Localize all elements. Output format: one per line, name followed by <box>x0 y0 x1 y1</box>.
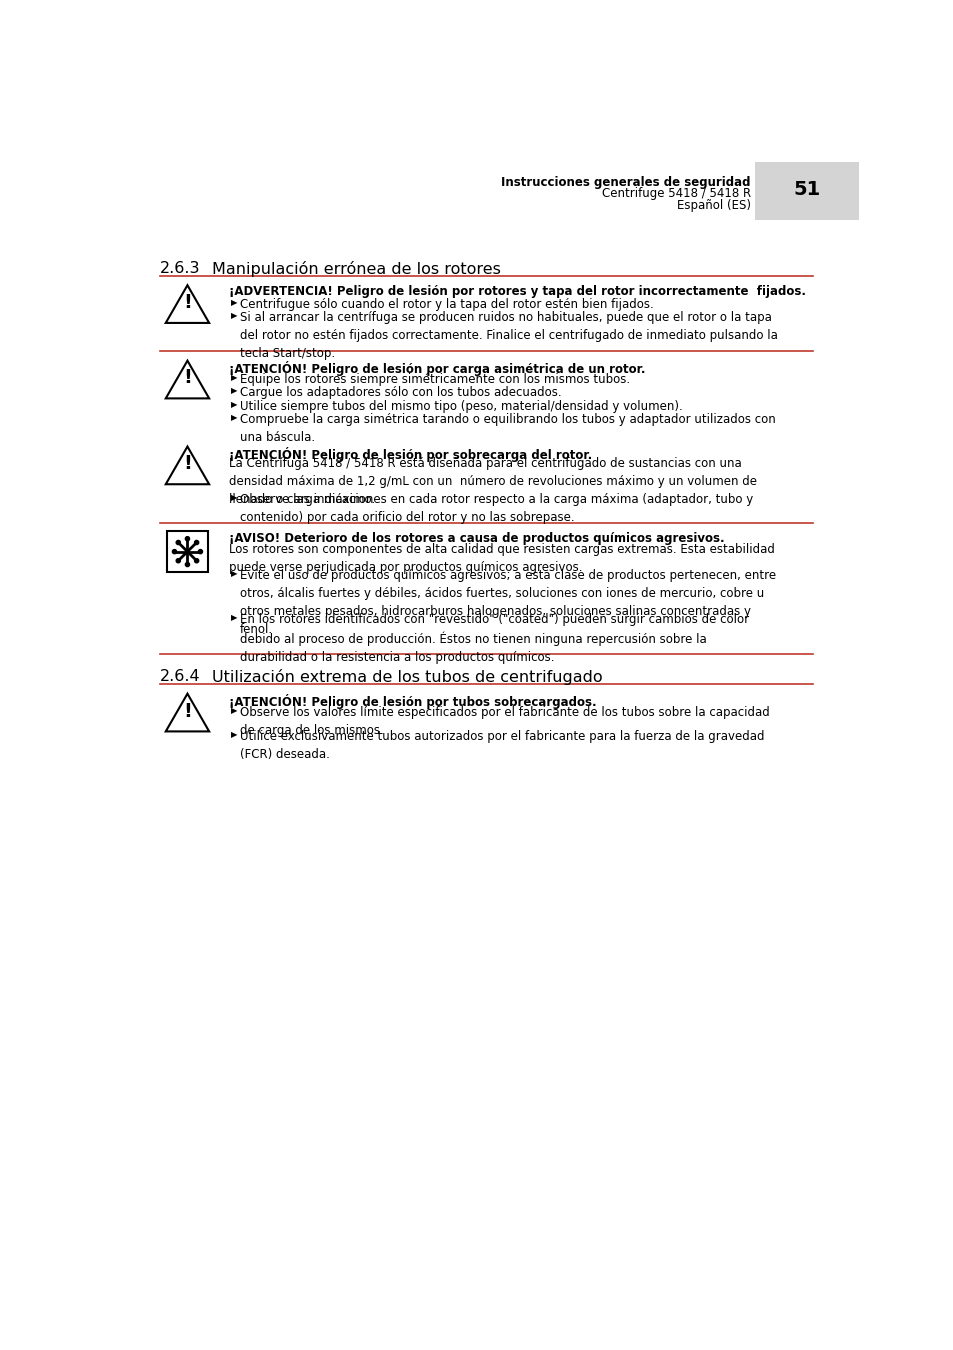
Text: 2.6.4: 2.6.4 <box>159 670 200 684</box>
Text: ▶: ▶ <box>231 373 237 382</box>
Polygon shape <box>166 285 209 323</box>
Text: La Centrífuga 5418 / 5418 R está diseñada para el centrifugado de sustancias con: La Centrífuga 5418 / 5418 R está diseñad… <box>229 458 757 506</box>
Text: ▶: ▶ <box>231 706 237 716</box>
Text: Si al arrancar la centrífuga se producen ruidos no habituales, puede que el roto: Si al arrancar la centrífuga se producen… <box>240 310 778 360</box>
Polygon shape <box>166 694 209 732</box>
Text: ¡ATENCIÓN! Peligro de lesión por carga asimétrica de un rotor.: ¡ATENCIÓN! Peligro de lesión por carga a… <box>229 360 645 375</box>
Circle shape <box>194 559 198 563</box>
Text: Manipulación errónea de los rotores: Manipulación errónea de los rotores <box>212 261 500 277</box>
Text: !: ! <box>183 702 192 721</box>
Bar <box>167 531 208 572</box>
Circle shape <box>176 559 180 563</box>
Text: Centrifugue sólo cuando el rotor y la tapa del rotor estén bien fijados.: Centrifugue sólo cuando el rotor y la ta… <box>240 297 653 310</box>
Text: ▶: ▶ <box>231 613 237 622</box>
Text: Utilización extrema de los tubos de centrifugado: Utilización extrema de los tubos de cent… <box>212 670 602 684</box>
Circle shape <box>198 549 202 553</box>
Text: Cargue los adaptadores sólo con los tubos adecuados.: Cargue los adaptadores sólo con los tubo… <box>240 386 561 400</box>
Circle shape <box>172 549 176 553</box>
Text: !: ! <box>183 293 192 312</box>
Text: Utilice exclusivamente tubos autorizados por el fabricante para la fuerza de la : Utilice exclusivamente tubos autorizados… <box>240 730 764 761</box>
Text: Evite el uso de productos químicos agresivos; a esta clase de productos pertenec: Evite el uso de productos químicos agres… <box>240 568 776 636</box>
Circle shape <box>176 540 180 544</box>
Text: ▶: ▶ <box>231 413 237 423</box>
Text: Los rotores son componentes de alta calidad que resisten cargas extremas. Esta e: Los rotores son componentes de alta cali… <box>229 543 775 574</box>
Text: Equipe los rotores siempre simétricamente con los mismos tubos.: Equipe los rotores siempre simétricament… <box>240 373 630 386</box>
Text: ¡ADVERTENCIA! Peligro de lesión por rotores y tapa del rotor incorrectamente  fi: ¡ADVERTENCIA! Peligro de lesión por roto… <box>229 285 805 298</box>
Text: Español (ES): Español (ES) <box>677 198 750 212</box>
Text: ▶: ▶ <box>231 386 237 396</box>
Text: Observe los valores límite especificados por el fabricante de los tubos sobre la: Observe los valores límite especificados… <box>240 706 769 737</box>
Text: ▶: ▶ <box>231 310 237 320</box>
Text: 2.6.3: 2.6.3 <box>159 261 200 275</box>
Text: ▶: ▶ <box>231 493 237 502</box>
Text: ¡AVISO! Deterioro de los rotores a causa de productos químicos agresivos.: ¡AVISO! Deterioro de los rotores a causa… <box>229 532 724 545</box>
Text: Centrifuge 5418 / 5418 R: Centrifuge 5418 / 5418 R <box>601 188 750 200</box>
Text: ▶: ▶ <box>231 730 237 738</box>
Circle shape <box>185 537 190 541</box>
Polygon shape <box>166 360 209 398</box>
Text: 51: 51 <box>792 180 820 198</box>
Text: ▶: ▶ <box>231 297 237 306</box>
Text: ▶: ▶ <box>231 400 237 409</box>
Text: En los rotores identificados con "revestido" ("coated") pueden surgir cambios de: En los rotores identificados con "revest… <box>240 613 748 664</box>
Text: Compruebe la carga simétrica tarando o equilibrando los tubos y adaptador utiliz: Compruebe la carga simétrica tarando o e… <box>240 413 775 444</box>
Text: ▶: ▶ <box>231 568 237 578</box>
Text: !: ! <box>183 369 192 387</box>
Text: !: ! <box>183 455 192 474</box>
Text: Instrucciones generales de seguridad: Instrucciones generales de seguridad <box>501 176 750 189</box>
Circle shape <box>194 540 198 544</box>
Text: Utilice siempre tubos del mismo tipo (peso, material/densidad y volumen).: Utilice siempre tubos del mismo tipo (pe… <box>240 400 682 413</box>
Circle shape <box>185 563 190 567</box>
Text: Observe las indicaciones en cada rotor respecto a la carga máxima (adaptador, tu: Observe las indicaciones en cada rotor r… <box>240 493 753 524</box>
Bar <box>754 162 858 220</box>
Text: ¡ATENCIÓN! Peligro de lesión por sobrecarga del rotor.: ¡ATENCIÓN! Peligro de lesión por sobreca… <box>229 447 592 462</box>
Text: ¡ATENCIÓN! Peligro de lesión por tubos sobrecargados.: ¡ATENCIÓN! Peligro de lesión por tubos s… <box>229 694 597 709</box>
Polygon shape <box>166 447 209 485</box>
